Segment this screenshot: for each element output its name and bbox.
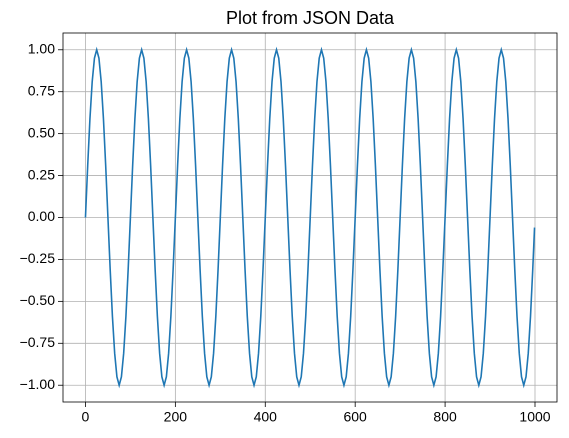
x-tick-label: 200 xyxy=(164,409,188,425)
y-tick-label: −1.00 xyxy=(20,376,56,392)
y-tick-label: 0.75 xyxy=(28,82,55,98)
x-tick-label: 0 xyxy=(82,409,90,425)
y-tick-label: −0.75 xyxy=(20,334,56,350)
x-tick-label: 800 xyxy=(433,409,457,425)
y-tick-label: −0.25 xyxy=(20,250,56,266)
x-tick-label: 600 xyxy=(343,409,367,425)
plot-frame xyxy=(62,32,558,403)
y-tick-label: 0.00 xyxy=(28,208,55,224)
y-tick-label: 1.00 xyxy=(28,40,55,56)
y-tick-label: 0.50 xyxy=(28,124,55,140)
y-tick-label: −0.50 xyxy=(20,292,56,308)
chart-title: Plot from JSON Data xyxy=(226,8,395,28)
x-tick-label: 1000 xyxy=(519,409,550,425)
y-tick-label: 0.25 xyxy=(28,166,55,182)
x-tick-label: 400 xyxy=(254,409,278,425)
line xyxy=(84,46,536,389)
